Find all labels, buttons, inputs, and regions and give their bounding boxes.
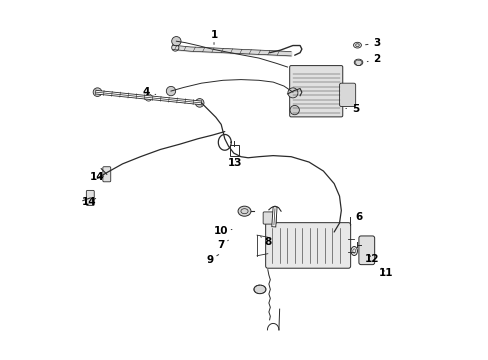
Text: 9: 9	[206, 255, 218, 265]
Text: 8: 8	[260, 237, 271, 247]
Circle shape	[93, 88, 102, 96]
Text: 14: 14	[82, 197, 97, 207]
FancyBboxPatch shape	[102, 167, 110, 182]
Circle shape	[171, 37, 181, 46]
FancyBboxPatch shape	[265, 223, 350, 268]
FancyBboxPatch shape	[289, 66, 342, 117]
Text: 7: 7	[217, 240, 228, 250]
Ellipse shape	[353, 59, 362, 66]
FancyBboxPatch shape	[86, 190, 94, 206]
Text: 5: 5	[345, 104, 359, 114]
Circle shape	[166, 86, 175, 96]
FancyBboxPatch shape	[358, 236, 374, 265]
Ellipse shape	[350, 247, 357, 256]
Text: 1: 1	[210, 30, 217, 44]
Circle shape	[171, 44, 179, 51]
Ellipse shape	[238, 206, 250, 216]
Circle shape	[289, 105, 299, 115]
FancyBboxPatch shape	[263, 212, 276, 224]
FancyBboxPatch shape	[339, 83, 355, 107]
Text: 3: 3	[365, 38, 380, 48]
Text: 10: 10	[214, 226, 231, 236]
Ellipse shape	[253, 285, 265, 294]
Text: 2: 2	[366, 54, 380, 64]
Ellipse shape	[353, 42, 361, 48]
Text: 14: 14	[90, 172, 104, 182]
Text: 6: 6	[349, 212, 362, 225]
Text: 13: 13	[228, 158, 242, 168]
Text: 4: 4	[142, 87, 155, 98]
Circle shape	[195, 99, 203, 107]
Circle shape	[144, 94, 152, 101]
Text: 11: 11	[378, 268, 393, 278]
Text: 12: 12	[364, 254, 378, 264]
Circle shape	[287, 88, 297, 98]
